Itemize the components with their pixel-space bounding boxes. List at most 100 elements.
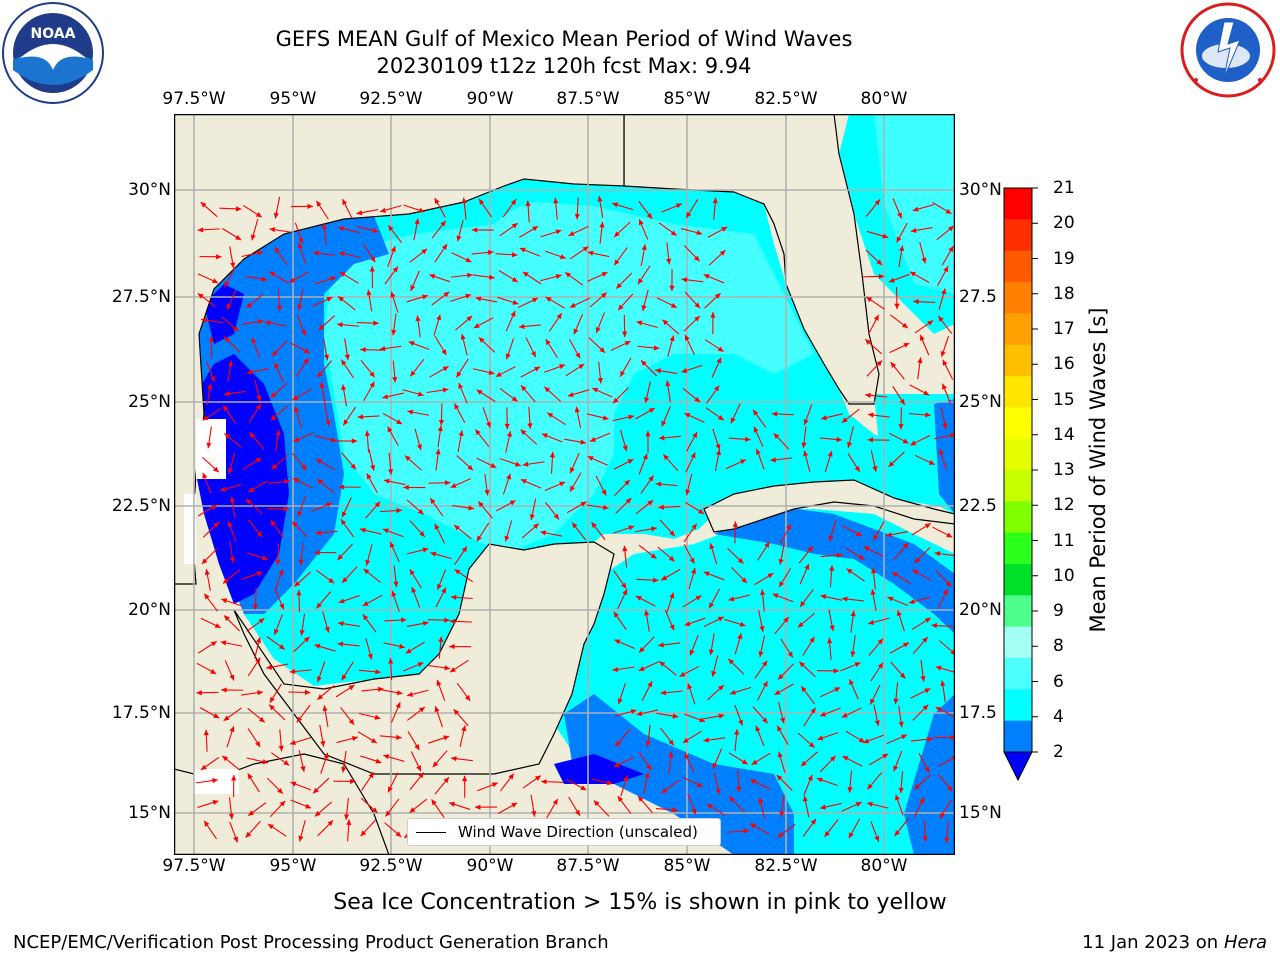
wind-wave-arrow-head bbox=[203, 729, 209, 736]
wind-wave-arrow-head bbox=[764, 541, 770, 548]
wind-wave-arrow-head bbox=[801, 686, 807, 693]
wind-wave-arrow-head bbox=[303, 348, 310, 353]
lat-tick-right: 25°N bbox=[959, 392, 1002, 412]
wind-wave-arrow-head bbox=[222, 755, 229, 762]
wind-wave-arrow-head bbox=[441, 587, 446, 594]
wind-wave-arrow-head bbox=[802, 795, 808, 802]
wind-wave-arrow-head bbox=[684, 334, 690, 341]
wind-wave-arrow-head bbox=[229, 556, 235, 563]
wind-wave-arrow-head bbox=[417, 508, 424, 515]
wind-wave-arrow-head bbox=[525, 200, 531, 207]
wind-wave-arrow-head bbox=[658, 642, 664, 648]
wind-wave-arrow-head bbox=[289, 740, 296, 745]
wind-wave-arrow-head bbox=[599, 221, 605, 228]
wind-wave-arrow-head bbox=[508, 773, 514, 780]
wind-wave-arrow-head bbox=[449, 667, 456, 673]
wind-wave-arrow-head bbox=[803, 450, 809, 457]
wind-wave-arrow-head bbox=[319, 382, 325, 389]
wind-wave-arrow-head bbox=[873, 314, 879, 321]
wind-wave-arrow-head bbox=[456, 235, 462, 242]
wind-wave-arrow-head bbox=[709, 543, 715, 550]
wind-wave-arrow-head bbox=[829, 565, 835, 571]
wind-wave-arrow-head bbox=[227, 360, 234, 367]
wind-wave-arrow-head bbox=[212, 278, 219, 284]
wind-wave-arrow-head bbox=[257, 319, 264, 325]
wind-wave-arrow-head bbox=[587, 250, 594, 256]
wind-wave-arrow-head bbox=[270, 520, 276, 526]
wind-wave-arrow-head bbox=[220, 486, 226, 492]
wind-wave-arrow-head bbox=[443, 777, 449, 784]
wind-wave-arrow-head bbox=[410, 284, 416, 291]
wind-wave-arrow-head bbox=[297, 304, 303, 311]
wind-wave-arrow-head bbox=[325, 420, 331, 427]
wind-wave-arrow-head bbox=[275, 559, 281, 566]
wind-wave-arrow-head bbox=[847, 787, 853, 793]
wind-wave-arrow-head bbox=[435, 448, 441, 455]
wind-wave-arrow-head bbox=[210, 641, 217, 647]
wind-wave-arrow-head bbox=[776, 774, 783, 781]
wind-wave-arrow-head bbox=[758, 651, 764, 658]
wind-wave-arrow-head bbox=[212, 777, 218, 784]
map-legend: Wind Wave Direction (unscaled) bbox=[407, 818, 721, 846]
wind-wave-arrow-head bbox=[370, 464, 376, 471]
wind-wave-arrow-head bbox=[337, 641, 344, 647]
wind-wave-arrow-head bbox=[466, 315, 473, 322]
wind-wave-arrow-head bbox=[882, 753, 889, 759]
wind-wave-arrow-head bbox=[279, 800, 286, 807]
wind-wave-arrow-head bbox=[269, 271, 276, 277]
wind-wave-arrow-head bbox=[257, 250, 264, 256]
wind-wave-arrow-head bbox=[890, 362, 897, 368]
wind-wave-arrow-head bbox=[284, 478, 291, 485]
wind-wave-arrow-head bbox=[597, 377, 603, 384]
wind-wave-arrow-head bbox=[298, 559, 304, 566]
wind-wave-arrow-head bbox=[465, 293, 472, 299]
wind-wave-arrow-head bbox=[360, 347, 366, 353]
wind-wave-arrow-head bbox=[553, 197, 559, 204]
wind-wave-arrow-head bbox=[246, 302, 253, 309]
wind-wave-arrow-head bbox=[681, 277, 688, 283]
wind-wave-arrow-head bbox=[541, 433, 548, 439]
wind-wave-arrow-head bbox=[437, 425, 443, 432]
wind-wave-arrow-head bbox=[389, 541, 395, 548]
wind-wave-arrow-head bbox=[422, 547, 429, 553]
wind-wave-arrow-head bbox=[471, 227, 478, 233]
wind-wave-arrow-head bbox=[418, 207, 425, 213]
wind-wave-arrow-head bbox=[388, 225, 394, 232]
wind-wave-arrow-head bbox=[770, 457, 776, 463]
wind-wave-arrow-head bbox=[924, 617, 931, 623]
wind-wave-arrow-head bbox=[200, 764, 207, 770]
wind-wave-arrow-head bbox=[872, 465, 878, 472]
wind-wave-arrow-head bbox=[613, 611, 619, 618]
wind-wave-arrow-head bbox=[710, 312, 716, 318]
wind-wave-arrow-head bbox=[339, 251, 345, 257]
wind-wave-arrow-head bbox=[324, 626, 330, 633]
wind-wave-arrow-head bbox=[256, 571, 263, 577]
wind-wave-arrow-head bbox=[316, 458, 323, 464]
wind-wave-arrow-head bbox=[379, 346, 386, 352]
wind-wave-arrow-head bbox=[635, 595, 642, 601]
wind-wave-arrow-head bbox=[899, 398, 905, 405]
wind-wave-arrow-head bbox=[714, 293, 721, 299]
colorbar-label: 17 bbox=[1053, 319, 1075, 339]
wind-wave-arrow-head bbox=[366, 473, 372, 480]
wind-wave-arrow-head bbox=[777, 832, 784, 838]
wind-wave-arrow-head bbox=[759, 626, 765, 632]
wind-wave-arrow-head bbox=[316, 200, 322, 207]
wind-wave-arrow-head bbox=[476, 535, 482, 542]
lon-tick-top: 95°W bbox=[269, 89, 317, 109]
wind-wave-arrow-head bbox=[257, 690, 263, 696]
wind-wave-arrow-head bbox=[780, 717, 786, 724]
wind-wave-arrow-head bbox=[211, 504, 218, 510]
wind-wave-arrow-head bbox=[820, 804, 826, 810]
wind-wave-arrow-head bbox=[390, 291, 396, 298]
wind-wave-arrow-head bbox=[475, 429, 481, 436]
wind-wave-arrow-head bbox=[703, 274, 710, 279]
wind-wave-arrow-head bbox=[313, 787, 319, 794]
wind-wave-arrow-head bbox=[511, 223, 518, 229]
wind-wave-arrow-head bbox=[351, 438, 358, 444]
wind-wave-arrow-head bbox=[283, 760, 290, 766]
colorbar bbox=[1003, 187, 1038, 782]
wind-wave-arrow-head bbox=[228, 813, 234, 820]
wind-wave-arrow-head bbox=[715, 443, 721, 450]
wind-wave-arrow-head bbox=[849, 679, 854, 686]
